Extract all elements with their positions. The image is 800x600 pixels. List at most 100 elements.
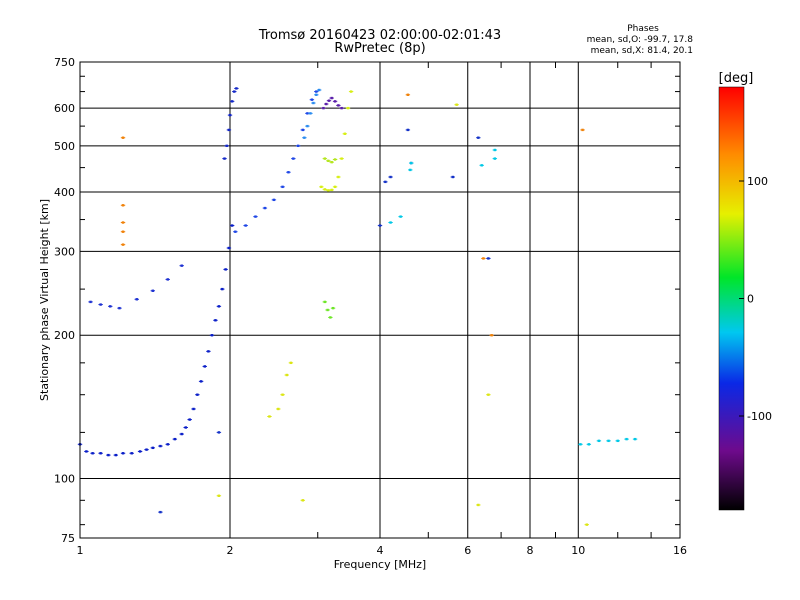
y-tick-label: 400 — [54, 186, 75, 199]
echo-point-marker — [120, 244, 126, 246]
echo-point-marker — [106, 454, 111, 456]
y-tick-label: 500 — [54, 140, 75, 153]
echo-point-marker — [120, 452, 126, 454]
echo-point-marker — [234, 87, 239, 89]
echo-point-marker — [308, 112, 313, 114]
echo-point-marker — [179, 265, 184, 267]
echo-point-marker — [489, 334, 494, 336]
echo-point-marker — [98, 304, 103, 306]
echo-point-marker — [120, 204, 126, 206]
x-tick-label: 8 — [527, 544, 534, 557]
echo-point-marker — [288, 362, 294, 364]
echo-point-marker — [120, 231, 126, 233]
y-tick-label: 300 — [54, 245, 75, 258]
echo-points — [77, 87, 638, 526]
echo-point-marker — [158, 511, 163, 513]
echo-point-marker — [187, 419, 192, 421]
echo-point-marker — [314, 94, 319, 96]
echo-point-marker — [198, 380, 204, 382]
echo-point-marker — [206, 350, 211, 352]
echo-point-marker — [322, 188, 328, 190]
echo-point-marker — [280, 186, 285, 188]
echo-point-marker — [233, 231, 238, 233]
colorbar-tick-label: 0 — [747, 293, 754, 306]
echo-point-marker — [486, 257, 491, 259]
echo-point-marker — [332, 158, 338, 160]
echo-point-marker — [213, 319, 218, 321]
echo-point-marker — [408, 162, 414, 164]
echo-point-marker — [329, 189, 334, 191]
chart-title-line2: RwPretec (8p) — [334, 41, 425, 56]
echo-point-marker — [295, 145, 301, 147]
echo-point-marker — [179, 433, 184, 435]
echo-point-marker — [336, 176, 341, 178]
phases-mean-o: mean, sd,O: -99.7, 17.8 — [587, 35, 694, 45]
x-tick-label: 2 — [227, 544, 234, 557]
echo-point-marker — [326, 160, 331, 162]
echo-point-marker — [632, 438, 638, 440]
echo-point-marker — [454, 104, 459, 106]
y-tick-label: 200 — [54, 329, 75, 342]
echo-point-marker — [314, 91, 319, 93]
echo-point-marker — [476, 504, 481, 506]
x-axis-label: Frequency [MHz] — [334, 558, 426, 571]
echo-point-marker — [332, 100, 338, 102]
echo-point-marker — [450, 176, 456, 178]
echo-point-marker — [316, 89, 322, 91]
echo-point-marker — [144, 449, 149, 451]
echo-point-marker — [336, 104, 341, 106]
echo-point-marker — [108, 305, 113, 307]
echo-point-marker — [408, 169, 413, 171]
echo-point-marker — [300, 499, 306, 501]
echo-point-marker — [216, 495, 222, 497]
echo-point-marker — [342, 133, 348, 135]
x-tick-label: 10 — [571, 544, 585, 557]
echo-point-marker — [224, 145, 229, 147]
echo-point-marker — [120, 137, 126, 139]
echo-point-marker — [325, 309, 330, 311]
echo-point-marker — [286, 171, 291, 173]
echo-point-marker — [388, 176, 393, 178]
echo-point-marker — [492, 158, 498, 160]
echo-point-marker — [129, 452, 134, 454]
echo-point-marker — [615, 440, 620, 442]
colorbar-unit: [deg] — [719, 71, 754, 86]
echo-point-marker — [226, 129, 232, 131]
echo-point-marker — [596, 440, 602, 442]
echo-point-marker — [172, 438, 178, 440]
echo-point-marker — [405, 94, 411, 96]
echo-point-marker — [624, 438, 629, 440]
echo-point-marker — [492, 149, 498, 151]
echo-point-marker — [328, 316, 333, 318]
echo-point-marker — [388, 222, 393, 224]
echo-point-marker — [191, 408, 196, 410]
echo-point-marker — [383, 181, 388, 183]
echo-point-marker — [305, 112, 310, 114]
echo-point-marker — [137, 450, 143, 452]
echo-point-marker — [253, 216, 258, 218]
echo-point-marker — [117, 307, 122, 309]
grid — [80, 62, 680, 538]
echo-point-marker — [267, 415, 272, 417]
x-tick-label: 6 — [464, 544, 471, 557]
echo-point-marker — [302, 137, 307, 139]
x-tick-label: 4 — [377, 544, 384, 557]
y-tick-label: 750 — [54, 56, 75, 69]
echo-point-marker — [326, 189, 331, 191]
echo-point-marker — [284, 374, 289, 376]
echo-point-marker — [216, 431, 222, 433]
echo-point-marker — [158, 445, 163, 447]
echo-point-marker — [134, 298, 139, 300]
echo-point-marker — [580, 129, 585, 131]
phases-mean-x: mean, sd,X: 81.4, 20.1 — [591, 46, 693, 56]
x-tick-labels: 1 2 4 6 8 10 16 — [77, 544, 688, 557]
echo-point-marker — [326, 100, 332, 102]
echo-point-marker — [606, 440, 611, 442]
echo-point-marker — [481, 257, 486, 259]
echo-point-marker — [486, 394, 491, 396]
echo-point-marker — [329, 97, 334, 99]
echo-point-marker — [226, 247, 232, 249]
echo-point-marker — [223, 268, 228, 270]
colorbar-tick-label: 100 — [747, 175, 768, 188]
